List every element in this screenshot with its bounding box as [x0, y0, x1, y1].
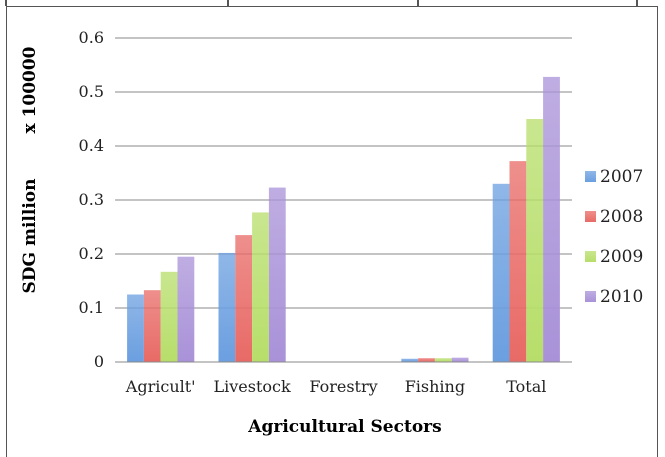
legend-swatch-2007 — [585, 171, 596, 182]
bar-livestock-2008 — [235, 235, 253, 362]
frame-top-tick — [417, 0, 419, 6]
bar-agricult-2010 — [177, 256, 195, 362]
bars — [127, 76, 560, 362]
y-axis-label: SDG million — [20, 179, 40, 294]
bar-livestock-2010 — [268, 187, 286, 362]
y-axis-multiplier-label: x 100000 — [20, 46, 40, 133]
x-tick-label: Total — [506, 377, 546, 396]
x-axis-label: Agricultural Sectors — [247, 417, 441, 437]
legend-label-2008: 2008 — [600, 207, 643, 227]
bar-livestock-2007 — [218, 252, 236, 362]
legend-label-2007: 2007 — [600, 167, 643, 187]
bar-total-2010 — [543, 76, 560, 362]
bar-agricult-2007 — [127, 294, 144, 362]
legend-label-2010: 2010 — [600, 287, 643, 307]
frame-top-tick — [227, 0, 229, 6]
bar-total-2008 — [509, 161, 527, 362]
y-tick-label: 0.2 — [79, 244, 104, 263]
y-tick-labels: 0 0.1 0.2 0.3 0.4 0.5 0.6 — [79, 28, 104, 371]
y-tick-label: 0 — [94, 352, 104, 371]
bar-total-2007 — [492, 183, 510, 362]
frame-top-tick — [636, 0, 638, 6]
bar-fishing-2008 — [418, 358, 435, 362]
frame-top-tick — [5, 0, 7, 6]
bar-livestock-2009 — [252, 212, 269, 362]
x-tick-labels: Agricult' Livestock Forestry Fishing Total — [125, 377, 547, 396]
x-tick-label: Fishing — [405, 377, 465, 396]
x-tick-label: Livestock — [214, 377, 291, 396]
y-tick-label: 0.5 — [79, 82, 104, 101]
bar-fishing-2010 — [451, 357, 469, 362]
x-tick-label: Forestry — [309, 377, 377, 396]
legend-swatch-2008 — [585, 211, 596, 222]
x-tick-label: Agricult' — [125, 377, 196, 396]
y-tick-label: 0.1 — [79, 298, 104, 317]
legend: 2007 2008 2009 2010 — [585, 167, 643, 307]
y-tick-label: 0.3 — [79, 190, 104, 209]
legend-swatch-2010 — [585, 291, 596, 302]
y-tick-label: 0.6 — [79, 28, 104, 47]
bar-agricult-2009 — [160, 271, 178, 362]
y-tick-label: 0.4 — [79, 136, 104, 155]
chart-frame — [6, 6, 658, 457]
bar-fishing-2009 — [434, 358, 452, 362]
legend-swatch-2009 — [585, 251, 596, 262]
legend-label-2009: 2009 — [600, 247, 643, 267]
bar-total-2009 — [526, 119, 544, 362]
bar-agricult-2008 — [143, 290, 161, 362]
bar-fishing-2007 — [401, 358, 419, 362]
